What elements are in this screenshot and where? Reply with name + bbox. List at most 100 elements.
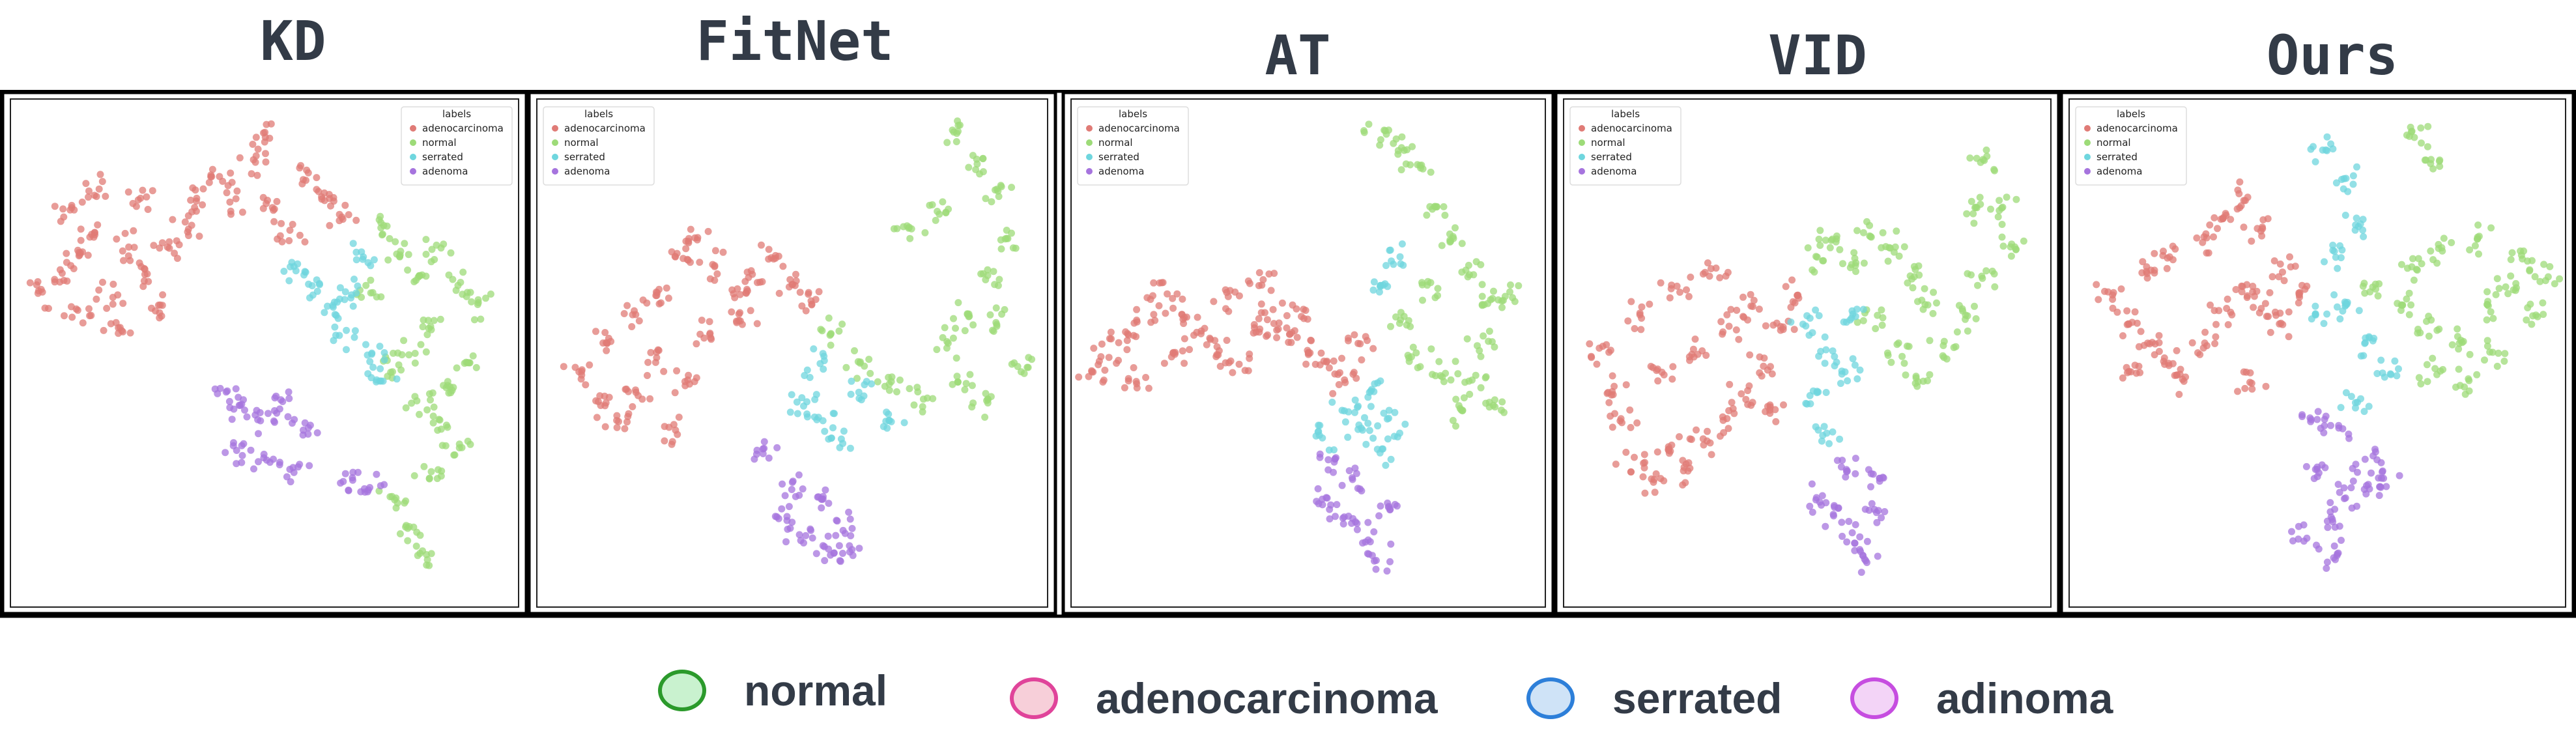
- scatter-point-adenoma: [241, 406, 248, 414]
- scatter-point-serrated: [1396, 429, 1403, 437]
- scatter-point-adenoma: [783, 513, 791, 520]
- scatter-point-adenoma: [1387, 540, 1395, 548]
- scatter-point-serrated: [352, 256, 360, 264]
- legend-entry-normal: normal: [2097, 137, 2131, 149]
- scatter-point-serrated: [1387, 455, 1395, 463]
- scatter-point-adenocarcinoma: [79, 319, 87, 327]
- scatter-point-serrated: [1367, 403, 1375, 410]
- scatter-point-adenoma: [214, 390, 222, 397]
- scatter-point-serrated: [1391, 408, 1399, 416]
- scatter-point-adenocarcinoma: [1712, 264, 1720, 272]
- scatter-point-adenocarcinoma: [1686, 356, 1693, 364]
- scatter-point-normal: [2429, 354, 2437, 362]
- scatter-point-normal: [2403, 132, 2411, 139]
- scatter-point-adenocarcinoma: [1169, 304, 1177, 312]
- scatter-point-serrated: [2321, 258, 2328, 266]
- legend-entry-adenoma: adenoma: [2097, 165, 2142, 177]
- scatter-point-serrated: [379, 377, 387, 385]
- scatter-point-serrated: [285, 277, 293, 285]
- scatter-point-normal: [962, 380, 970, 388]
- scatter-point-adenocarcinoma: [652, 292, 660, 300]
- scatter-point-adenoma: [2360, 485, 2368, 493]
- scatter-point-adenocarcinoma: [607, 337, 615, 345]
- scatter-point-normal: [430, 317, 438, 324]
- scatter-point-adenocarcinoma: [2238, 282, 2246, 290]
- legend-title: labels: [442, 108, 471, 120]
- scatter-point-normal: [1001, 305, 1009, 313]
- scatter-point-adenoma: [809, 534, 816, 542]
- scatter-point-normal: [1933, 299, 1940, 307]
- scatter-point-normal: [990, 268, 997, 276]
- scatter-point-adenocarcinoma: [301, 238, 309, 246]
- scatter-point-adenocarcinoma: [1750, 296, 1758, 304]
- scatter-point-serrated: [1341, 418, 1349, 426]
- scatter-point-adenocarcinoma: [173, 255, 181, 263]
- scatter-point-adenocarcinoma: [1143, 294, 1151, 302]
- legend-entry-adenocarcinoma: adenocarcinoma: [2097, 122, 2178, 134]
- scatter-point-adenoma: [2321, 416, 2328, 423]
- scatter-point-adenocarcinoma: [103, 304, 111, 312]
- scatter-point-serrated: [377, 365, 384, 373]
- scatter-point-adenocarcinoma: [1194, 313, 1201, 321]
- scatter-point-serrated: [2341, 212, 2349, 219]
- scatter-point-adenocarcinoma: [224, 182, 232, 190]
- scatter-point-adenocarcinoma: [1622, 448, 1630, 456]
- scatter-point-normal: [954, 122, 962, 129]
- scatter-point-adenocarcinoma: [1203, 341, 1210, 348]
- scatter-point-serrated: [2329, 145, 2337, 153]
- scatter-point-adenocarcinoma: [1323, 358, 1331, 365]
- scatter-point-adenocarcinoma: [2093, 281, 2100, 289]
- scatter-point-adenocarcinoma: [1676, 289, 1683, 296]
- scatter-point-adenoma: [287, 478, 294, 486]
- scatter-point-adenocarcinoma: [1607, 347, 1614, 354]
- scatter-point-normal: [1872, 325, 1880, 332]
- scatter-point-serrated: [376, 343, 384, 350]
- scatter-point-adenoma: [1364, 550, 1371, 558]
- scatter-point-normal: [1930, 289, 1938, 296]
- scatter-point-adenocarcinoma: [802, 307, 810, 315]
- scatter-point-normal: [2360, 279, 2368, 287]
- scatter-point-normal: [1822, 236, 1829, 244]
- scatter-point-normal: [2417, 380, 2425, 388]
- scatter-point-adenocarcinoma: [1699, 435, 1707, 443]
- scatter-point-adenoma: [250, 465, 257, 473]
- scatter-point-serrated: [393, 375, 401, 383]
- scatter-point-normal: [465, 359, 473, 367]
- scatter-point-normal: [1485, 328, 1493, 335]
- scatter-point-normal: [466, 289, 474, 296]
- scatter-point-normal: [1458, 268, 1466, 276]
- scatter-point-normal: [2438, 244, 2446, 251]
- scatter-point-adenocarcinoma: [1685, 459, 1693, 466]
- scatter-point-normal: [1491, 403, 1499, 411]
- scatter-point-serrated: [1351, 408, 1358, 416]
- legend-entry-normal: normal: [564, 137, 599, 149]
- scatter-point-adenocarcinoma: [1758, 372, 1766, 380]
- scatter-point-adenoma: [276, 405, 283, 413]
- scatter-point-normal: [2483, 342, 2491, 350]
- scatter-point-adenocarcinoma: [1723, 311, 1731, 319]
- legend-marker-serrated: [1086, 154, 1093, 160]
- scatter-point-adenocarcinoma: [631, 307, 638, 315]
- scatter-point-adenoma: [1806, 502, 1814, 510]
- scatter-point-adenoma: [1862, 557, 1870, 565]
- scatter-point-adenoma: [373, 470, 380, 478]
- scatter-point-normal: [468, 298, 476, 305]
- scatter-point-adenocarcinoma: [1665, 449, 1673, 457]
- scatter-point-adenocarcinoma: [1229, 369, 1237, 376]
- scatter-point-normal: [1487, 296, 1495, 304]
- scatter-point-adenoma: [1386, 558, 1394, 565]
- scatter-point-adenocarcinoma: [2193, 234, 2201, 242]
- panel-title-vid: VID: [1768, 23, 1867, 87]
- legend-entry-adenocarcinoma: adenocarcinoma: [422, 122, 504, 134]
- scatter-point-normal: [1904, 279, 1911, 287]
- panel-title-kd: KD: [260, 9, 326, 73]
- panel-legend: labelsadenocarcinomanormalserratedadenom…: [1077, 106, 1189, 186]
- scatter-point-adenocarcinoma: [629, 403, 637, 410]
- scatter-point-adenoma: [2327, 421, 2334, 429]
- scatter-point-serrated: [2395, 365, 2402, 373]
- scatter-point-adenocarcinoma: [785, 283, 793, 291]
- scatter-panel-kd: labelsadenocarcinomanormalserratedadenom…: [1, 91, 528, 616]
- scatter-point-adenocarcinoma: [78, 198, 86, 206]
- scatter-point-adenoma: [240, 440, 248, 447]
- scatter-point-adenoma: [1839, 532, 1846, 540]
